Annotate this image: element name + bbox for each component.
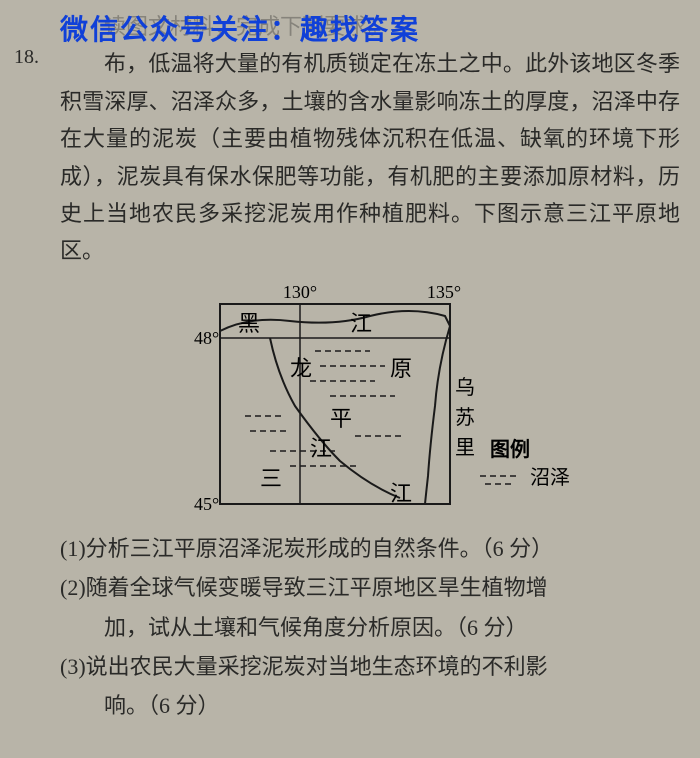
label-li: 里 <box>455 437 475 459</box>
label-san: 三 <box>260 466 282 491</box>
map-figure: 130° 135° 48° 45° 黑 <box>60 276 680 526</box>
lon-left-label: 130° <box>283 282 317 302</box>
legend-marsh-symbol <box>480 476 520 484</box>
label-long: 龙 <box>290 356 312 381</box>
wusuli-river <box>425 326 450 504</box>
label-wu: 乌 <box>455 376 475 399</box>
label-jiang1: 江 <box>350 311 372 336</box>
label-hei: 黑 <box>238 311 260 336</box>
legend-marsh-label: 沼泽 <box>530 466 570 489</box>
label-ping: 平 <box>330 406 352 431</box>
label-su: 苏 <box>455 406 475 429</box>
label-jiang3: 江 <box>390 481 412 506</box>
label-yuan: 原 <box>390 356 412 381</box>
sanjang-map-svg: 130° 135° 48° 45° 黑 <box>160 276 580 526</box>
label-jiang2: 江 <box>310 436 332 461</box>
legend-title: 图例 <box>490 437 530 461</box>
lat-top-label: 48° <box>194 328 219 348</box>
watermark-overlay: 微信公众号关注：趣找答案 <box>60 6 680 54</box>
main-paragraph: 布，低温将大量的有机质锁定在冻土之中。此外该地区冬季积雪深厚、沼泽众多，土壤的含… <box>60 45 680 269</box>
subquestion-3b: 响。（6 分） <box>60 687 680 724</box>
lat-bottom-label: 45° <box>194 494 219 514</box>
question-number: 18. <box>14 40 39 74</box>
subquestion-2b: 加，试从土壤和气候角度分析原因。（6 分） <box>60 609 680 646</box>
lon-right-label: 135° <box>427 282 461 302</box>
subquestion-3a: (3)说出农民大量采挖泥炭对当地生态环境的不利影 <box>60 648 680 685</box>
subquestion-1: (1)分析三江平原沼泽泥炭形成的自然条件。（6 分） <box>60 530 680 567</box>
subquestion-2a: (2)随着全球气候变暖导致三江平原地区旱生植物增 <box>60 569 680 606</box>
